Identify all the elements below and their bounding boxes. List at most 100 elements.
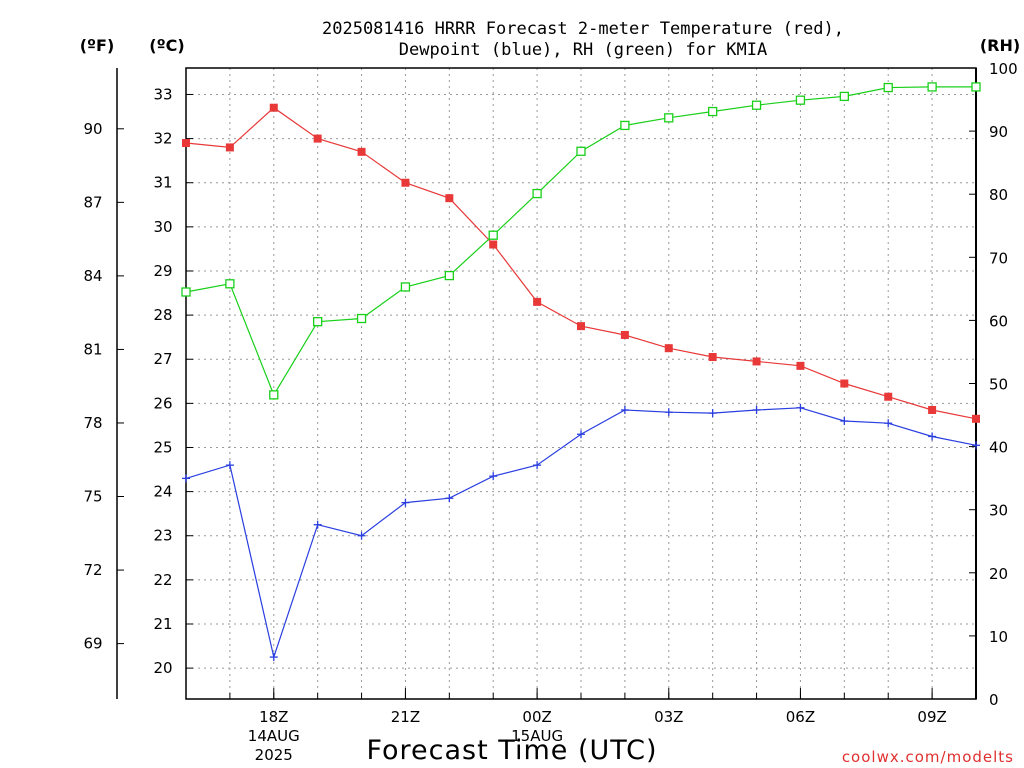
series-point-1 bbox=[489, 472, 498, 481]
chart-title-line2: Dewpoint (blue), RH (green) for KMIA bbox=[399, 40, 767, 60]
series-point-0 bbox=[182, 139, 190, 148]
series-point-0 bbox=[664, 344, 673, 353]
rh-tick-label: 70 bbox=[989, 249, 1008, 267]
x-tick-date-label: 15AUG bbox=[511, 727, 563, 745]
series-point-1 bbox=[577, 430, 585, 439]
series-point-2 bbox=[927, 82, 937, 92]
series-point-1 bbox=[357, 531, 366, 540]
series-point-2 bbox=[269, 390, 279, 400]
series-point-0 bbox=[225, 143, 234, 152]
fahrenheit-tick-label: 72 bbox=[83, 561, 102, 579]
series-point-2 bbox=[181, 287, 191, 297]
celsius-tick-label: 28 bbox=[153, 306, 172, 324]
rh-unit-label: (RH) bbox=[980, 36, 1020, 55]
x-tick-label: 00Z bbox=[522, 708, 551, 726]
series-point-0 bbox=[752, 357, 761, 366]
series-point-1 bbox=[664, 408, 673, 417]
series-point-0 bbox=[269, 103, 278, 112]
rh-tick-label: 60 bbox=[989, 312, 1008, 330]
celsius-tick-label: 21 bbox=[153, 615, 172, 633]
series-point-1 bbox=[796, 403, 805, 412]
series-point-0 bbox=[972, 414, 980, 423]
series-point-0 bbox=[840, 379, 849, 388]
x-tick-label: 18Z bbox=[259, 708, 288, 726]
rh-tick-label: 50 bbox=[989, 376, 1008, 394]
fahrenheit-tick-label: 69 bbox=[83, 635, 102, 653]
rh-tick-label: 100 bbox=[989, 60, 1018, 78]
series-point-2 bbox=[488, 230, 498, 240]
series-point-1 bbox=[313, 520, 322, 529]
series-point-1 bbox=[401, 498, 410, 507]
series-point-1 bbox=[533, 461, 542, 470]
series-point-1 bbox=[884, 419, 893, 428]
series-point-0 bbox=[445, 194, 454, 203]
series-point-0 bbox=[533, 297, 542, 306]
x-axis-label: Forecast Time (UTC) bbox=[366, 735, 657, 766]
fahrenheit-tick-label: 84 bbox=[83, 267, 102, 285]
series-point-0 bbox=[884, 392, 893, 401]
series-point-2 bbox=[664, 113, 674, 123]
series-point-1 bbox=[928, 432, 937, 441]
rh-tick-label: 0 bbox=[989, 691, 999, 709]
series-point-1 bbox=[708, 409, 717, 418]
series-point-0 bbox=[928, 405, 937, 414]
series-point-2 bbox=[225, 279, 235, 289]
series-point-2 bbox=[532, 188, 542, 199]
series-point-0 bbox=[708, 353, 717, 362]
series-point-1 bbox=[445, 494, 454, 503]
x-tick-label: 21Z bbox=[391, 708, 420, 726]
series-point-0 bbox=[489, 240, 498, 249]
fahrenheit-tick-label: 75 bbox=[83, 488, 102, 506]
celsius-tick-label: 29 bbox=[153, 262, 172, 280]
series-point-2 bbox=[751, 100, 762, 110]
series-point-1 bbox=[225, 461, 234, 470]
celsius-tick-label: 33 bbox=[153, 85, 172, 103]
credit-text: coolwx.com/modelts bbox=[842, 748, 1014, 766]
chart-title-line1: 2025081416 HRRR Forecast 2-meter Tempera… bbox=[322, 19, 844, 39]
series-point-0 bbox=[577, 322, 585, 331]
series-point-2 bbox=[708, 106, 718, 117]
series-point-2 bbox=[313, 317, 323, 327]
rh-tick-label: 90 bbox=[989, 123, 1008, 141]
rh-tick-label: 30 bbox=[989, 502, 1008, 520]
series-point-2 bbox=[444, 270, 454, 281]
series-point-1 bbox=[620, 405, 629, 414]
series-point-2 bbox=[356, 313, 367, 324]
celsius-tick-label: 26 bbox=[153, 394, 172, 412]
celsius-tick-label: 27 bbox=[153, 350, 172, 368]
series-point-0 bbox=[401, 178, 410, 187]
series-point-0 bbox=[313, 134, 322, 143]
series-point-2 bbox=[400, 282, 411, 292]
x-tick-date-label: 14AUG bbox=[248, 727, 300, 745]
series-point-2 bbox=[576, 146, 586, 156]
series-point-0 bbox=[620, 330, 629, 339]
series-point-1 bbox=[752, 405, 761, 414]
celsius-tick-label: 31 bbox=[153, 174, 172, 192]
series-point-1 bbox=[840, 417, 849, 426]
fahrenheit-tick-label: 81 bbox=[83, 340, 102, 358]
series-point-1 bbox=[269, 653, 278, 662]
series-point-1 bbox=[972, 441, 980, 450]
fahrenheit-tick-label: 90 bbox=[83, 120, 102, 138]
series-point-2 bbox=[883, 82, 893, 93]
series-point-0 bbox=[357, 147, 366, 156]
series-point-0 bbox=[796, 361, 805, 370]
rh-tick-label: 10 bbox=[989, 628, 1008, 646]
x-tick-label: 09Z bbox=[917, 708, 946, 726]
series-point-2 bbox=[620, 120, 630, 131]
celsius-unit-label: (ºC) bbox=[149, 36, 184, 55]
fahrenheit-unit-label: (ºF) bbox=[80, 36, 115, 55]
rh-tick-label: 40 bbox=[989, 439, 1008, 457]
celsius-tick-label: 20 bbox=[153, 659, 172, 677]
fahrenheit-tick-label: 87 bbox=[83, 193, 102, 211]
celsius-tick-label: 22 bbox=[153, 571, 172, 589]
celsius-tick-label: 25 bbox=[153, 438, 172, 456]
series-point-2 bbox=[839, 91, 849, 102]
x-tick-label: 03Z bbox=[654, 708, 683, 726]
series-line-1 bbox=[185, 407, 977, 660]
rh-tick-label: 80 bbox=[989, 186, 1008, 204]
celsius-tick-label: 23 bbox=[153, 527, 172, 545]
series-point-1 bbox=[182, 474, 190, 483]
